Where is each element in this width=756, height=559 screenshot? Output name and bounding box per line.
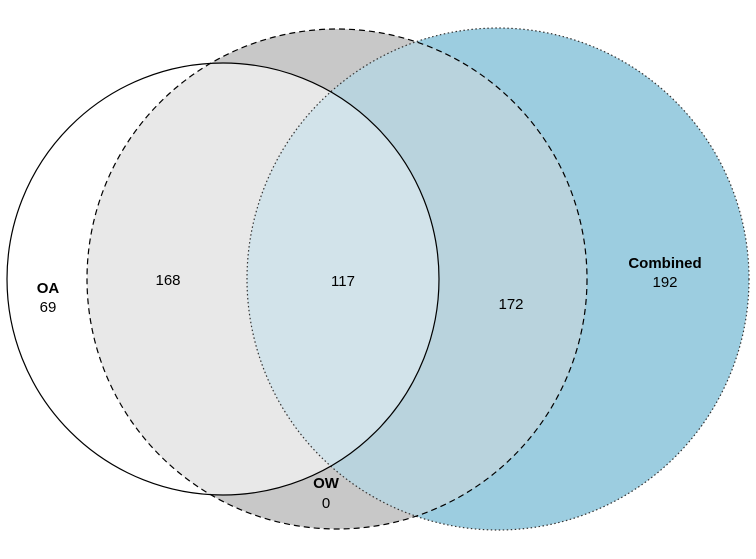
combined-only-count: 192: [652, 274, 677, 291]
combined-set-label: Combined: [628, 255, 701, 272]
oa-ow-overlap-count: 168: [155, 272, 180, 289]
oa-only-count: 69: [40, 299, 57, 316]
triple-overlap-count: 117: [331, 273, 355, 290]
ow-circle-outline: [86, 28, 588, 530]
triple-overlap-fill: [247, 63, 439, 495]
ow-set-label: OW: [313, 475, 340, 492]
oa-circle-outline: [6, 62, 440, 496]
ow-combined-overlap-count: 172: [498, 296, 523, 313]
oa-set-label: OA: [37, 280, 60, 297]
ow-only-count: 0: [322, 495, 330, 512]
combined-circle-outline: [246, 27, 750, 531]
